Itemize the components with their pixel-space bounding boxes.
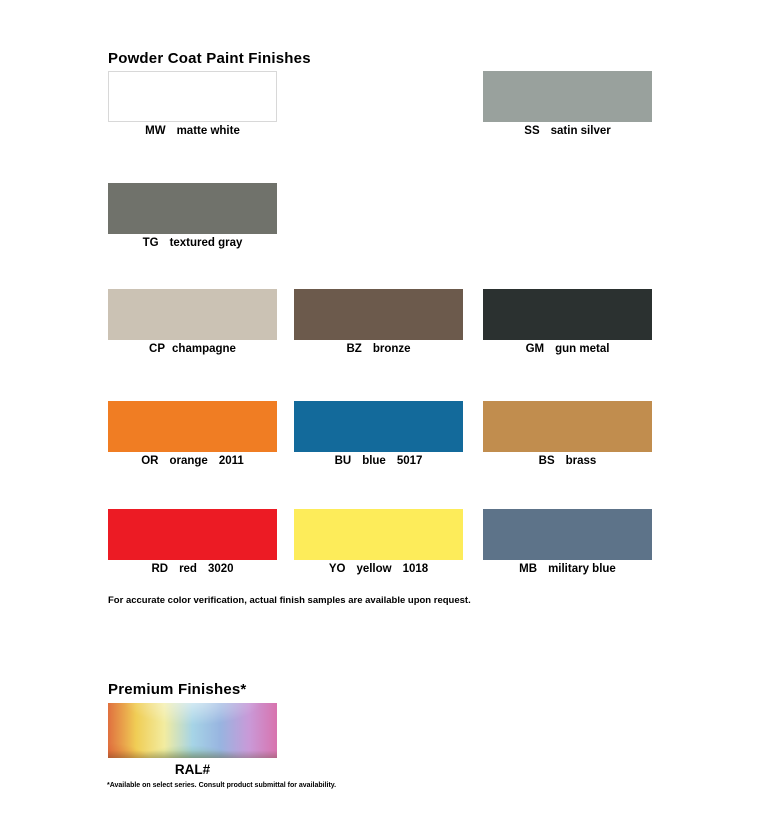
- swatch-name: brass: [565, 455, 597, 467]
- swatch-name: champagne: [172, 343, 236, 355]
- swatch-label: TG textured gray: [108, 237, 277, 249]
- color-swatch-yo: [294, 509, 463, 560]
- swatch-cell-mb: MB military blue: [483, 509, 652, 575]
- swatch-label: BS brass: [483, 455, 652, 467]
- swatch-ral-number: 1018: [402, 563, 429, 575]
- swatch-name: yellow: [356, 563, 392, 575]
- premium-finishes-title: Premium Finishes*: [108, 681, 247, 698]
- swatch-code: TG: [142, 237, 159, 249]
- swatch-code: GM: [525, 343, 545, 355]
- swatch-label: YO yellow 1018: [294, 563, 463, 575]
- swatch-name: bronze: [372, 343, 411, 355]
- swatch-cell-bs: BS brass: [483, 401, 652, 467]
- swatch-name: orange: [169, 455, 208, 467]
- premium-footnote: *Available on select series. Consult pro…: [107, 782, 337, 789]
- swatch-label: GM gun metal: [483, 343, 652, 355]
- swatch-name: gun metal: [555, 343, 610, 355]
- color-swatch-bz: [294, 289, 463, 340]
- swatch-name: matte white: [176, 125, 240, 137]
- premium-ral-label: RAL#: [174, 762, 211, 777]
- swatch-label: CP champagne: [108, 343, 277, 355]
- swatch-cell-or: OR orange 2011: [108, 401, 277, 467]
- swatch-code: BU: [334, 455, 352, 467]
- premium-swatch: [108, 703, 277, 758]
- swatch-cell-mw: MW matte white: [108, 71, 277, 137]
- swatch-cell-rd: RD red 3020: [108, 509, 277, 575]
- color-swatch-cp: [108, 289, 277, 340]
- sample-request-note: For accurate color verification, actual …: [108, 595, 471, 606]
- swatch-ral-number: 2011: [218, 455, 244, 467]
- color-swatch-bu: [294, 401, 463, 452]
- swatch-label: OR orange 2011: [108, 455, 277, 467]
- swatch-ral-number: 3020: [207, 563, 234, 575]
- swatch-name: blue: [362, 455, 386, 467]
- swatch-cell-ss: SS satin silver: [483, 71, 652, 137]
- swatch-name: military blue: [548, 563, 616, 575]
- swatch-ral-number: 5017: [396, 455, 423, 467]
- swatch-code: RD: [151, 563, 169, 575]
- swatch-label: RD red 3020: [108, 563, 277, 575]
- color-swatch-gm: [483, 289, 652, 340]
- color-swatch-tg: [108, 183, 277, 234]
- swatch-cell-bz: BZ bronze: [294, 289, 463, 355]
- swatch-name: satin silver: [550, 125, 611, 137]
- swatch-name: textured gray: [169, 237, 243, 249]
- swatch-cell-cp: CP champagne: [108, 289, 277, 355]
- swatch-label: MW matte white: [108, 125, 277, 137]
- swatch-cell-yo: YO yellow 1018: [294, 509, 463, 575]
- swatch-label: MB military blue: [483, 563, 652, 575]
- swatch-code: YO: [328, 563, 346, 575]
- swatch-code: SS: [524, 125, 540, 137]
- swatch-cell-tg: TG textured gray: [108, 183, 277, 249]
- swatch-cell-bu: BU blue 5017: [294, 401, 463, 467]
- color-swatch-bs: [483, 401, 652, 452]
- swatch-code: BZ: [346, 343, 362, 355]
- color-swatch-ss: [483, 71, 652, 122]
- swatch-code: MW: [145, 125, 166, 137]
- color-swatch-or: [108, 401, 277, 452]
- swatch-code: OR: [141, 455, 159, 467]
- swatch-code: BS: [538, 455, 555, 467]
- page-title: Powder Coat Paint Finishes: [108, 50, 311, 67]
- swatch-code: CP: [149, 343, 166, 355]
- color-swatch-rd: [108, 509, 277, 560]
- swatch-label: SS satin silver: [483, 125, 652, 137]
- swatch-cell-gm: GM gun metal: [483, 289, 652, 355]
- color-swatch-mw: [108, 71, 277, 122]
- swatch-label: BU blue 5017: [294, 455, 463, 467]
- swatch-label: BZ bronze: [294, 343, 463, 355]
- color-swatch-mb: [483, 509, 652, 560]
- swatch-name: red: [179, 563, 197, 575]
- swatch-code: MB: [519, 563, 538, 575]
